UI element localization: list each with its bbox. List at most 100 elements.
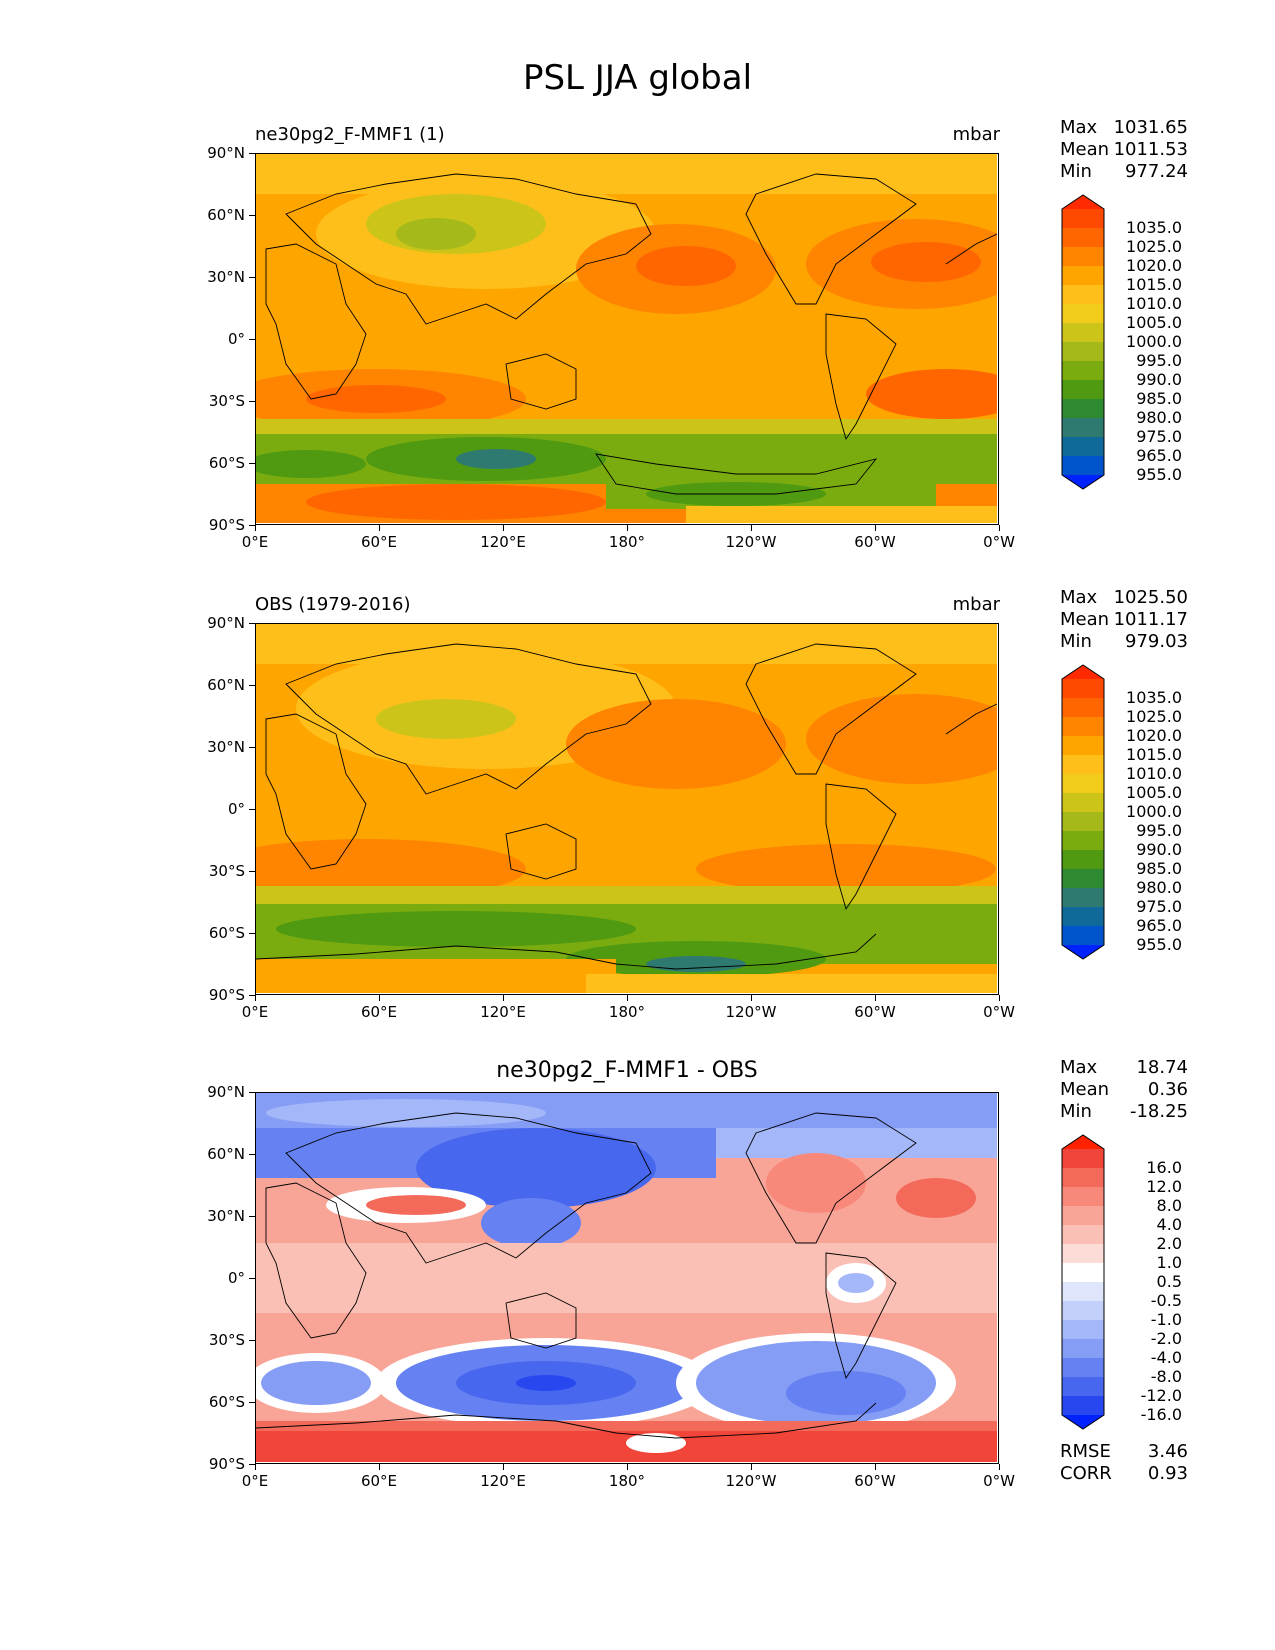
colorbar-tick-label: 1005.0 <box>1126 313 1182 332</box>
y-tick-mark <box>249 1092 255 1093</box>
colorbar-segment <box>1062 1358 1104 1378</box>
x-tick-mark <box>627 525 628 531</box>
colorbar-segment <box>1062 1339 1104 1359</box>
y-tick-mark <box>249 1402 255 1403</box>
colorbar-segment <box>1062 1187 1104 1207</box>
colorbar-tick-label: 1010.0 <box>1126 294 1182 313</box>
colorbar-tick-label: 965.0 <box>1136 916 1182 935</box>
colorbar-segment <box>1062 342 1104 362</box>
y-tick-mark <box>249 277 255 278</box>
x-tick-mark <box>875 525 876 531</box>
colorbar-segment <box>1062 831 1104 851</box>
colorbar <box>1061 664 1105 960</box>
colorbar-tick-label: 965.0 <box>1136 446 1182 465</box>
panel2-stats: Max 1025.50 Mean 1011.17 Min 979.03 <box>1060 587 1188 653</box>
x-tick-mark <box>999 1464 1000 1470</box>
y-tick-label: 30°N <box>207 1207 245 1225</box>
colorbar-segment <box>1062 774 1104 794</box>
x-tick-mark <box>255 1464 256 1470</box>
panel3-title: ne30pg2_F-MMF1 - OBS <box>496 1058 758 1083</box>
colorbar-segment <box>1062 1168 1104 1188</box>
x-tick-mark <box>255 995 256 1001</box>
x-tick-label: 0°W <box>983 533 1015 551</box>
y-tick-label: 60°N <box>207 1145 245 1163</box>
colorbar-tick-label: 1025.0 <box>1126 237 1182 256</box>
x-tick-mark <box>379 525 380 531</box>
stat-max: Max 1031.65 <box>1060 117 1188 138</box>
y-tick-label: 90°S <box>208 1455 245 1473</box>
panel2-map <box>255 623 999 995</box>
panel1-map <box>255 153 999 525</box>
y-tick-label: 90°S <box>208 516 245 534</box>
y-tick-label: 90°N <box>207 614 245 632</box>
y-tick-mark <box>249 525 255 526</box>
colorbar-extend-max <box>1062 195 1104 209</box>
panel3-stats: Max 18.74 Mean 0.36 Min -18.25 <box>1060 1057 1188 1123</box>
colorbar-segment <box>1062 1206 1104 1226</box>
y-tick-label: 60°S <box>208 924 245 942</box>
y-tick-mark <box>249 685 255 686</box>
x-tick-label: 120°E <box>480 1003 526 1021</box>
colorbar-tick-label: 1010.0 <box>1126 764 1182 783</box>
x-tick-label: 0°W <box>983 1003 1015 1021</box>
x-tick-label: 60°W <box>854 533 896 551</box>
colorbar-tick-label: 990.0 <box>1136 840 1182 859</box>
colorbar-tick-label: 1020.0 <box>1126 726 1182 745</box>
colorbar-tick-label: 8.0 <box>1156 1196 1182 1215</box>
colorbar-segment <box>1062 698 1104 718</box>
colorbar-segment <box>1062 850 1104 870</box>
x-tick-label: 60°E <box>360 533 398 551</box>
y-tick-mark <box>249 747 255 748</box>
y-tick-label: 30°S <box>208 392 245 410</box>
stat-min: Min 979.03 <box>1060 631 1188 652</box>
x-tick-label: 0°E <box>241 533 269 551</box>
colorbar-tick-label: 1020.0 <box>1126 256 1182 275</box>
y-tick-label: 60°N <box>207 676 245 694</box>
x-tick-label: 60°W <box>854 1003 896 1021</box>
colorbar-tick-label: -4.0 <box>1150 1348 1182 1367</box>
colorbar-tick-label: 1005.0 <box>1126 783 1182 802</box>
panel1-title: ne30pg2_F-MMF1 (1) <box>255 124 445 145</box>
x-tick-mark <box>503 1464 504 1470</box>
colorbar-segment <box>1062 247 1104 267</box>
panel2-units: mbar <box>952 594 1000 615</box>
y-tick-mark <box>249 809 255 810</box>
colorbar-tick-label: 1000.0 <box>1126 802 1182 821</box>
colorbar-tick-label: 1000.0 <box>1126 332 1182 351</box>
colorbar-segment <box>1062 812 1104 832</box>
colorbar-tick-label: 2.0 <box>1156 1234 1182 1253</box>
colorbar-tick-label: 1015.0 <box>1126 745 1182 764</box>
colorbar-segment <box>1062 907 1104 927</box>
y-tick-mark <box>249 933 255 934</box>
colorbar-tick-label: 955.0 <box>1136 465 1182 484</box>
y-tick-mark <box>249 1154 255 1155</box>
colorbar-segment <box>1062 1396 1104 1416</box>
colorbar <box>1061 1134 1105 1430</box>
colorbar-tick-label: 975.0 <box>1136 897 1182 916</box>
colorbar-segment <box>1062 793 1104 813</box>
y-tick-label: 60°N <box>207 206 245 224</box>
y-tick-mark <box>249 1278 255 1279</box>
colorbar-tick-label: 995.0 <box>1136 351 1182 370</box>
colorbar-tick-label: -2.0 <box>1150 1329 1182 1348</box>
x-tick-label: 180° <box>608 533 646 551</box>
colorbar-segment <box>1062 1149 1104 1169</box>
y-tick-mark <box>249 215 255 216</box>
colorbar-segment <box>1062 869 1104 889</box>
y-tick-mark <box>249 1340 255 1341</box>
panel3-field <box>256 1093 997 1462</box>
colorbar-tick-label: 1025.0 <box>1126 707 1182 726</box>
colorbar-segment <box>1062 926 1104 946</box>
panel3-error-stats: RMSE 3.46 CORR 0.93 <box>1060 1441 1188 1485</box>
x-tick-mark <box>875 995 876 1001</box>
colorbar-segment <box>1062 361 1104 381</box>
colorbar-tick-label: -12.0 <box>1140 1386 1182 1405</box>
colorbar-segment <box>1062 437 1104 457</box>
colorbar-segment <box>1062 1301 1104 1321</box>
y-tick-label: 0° <box>227 1269 245 1287</box>
colorbar-segment <box>1062 679 1104 699</box>
y-tick-mark <box>249 1464 255 1465</box>
colorbar-tick-label: 0.5 <box>1156 1272 1182 1291</box>
y-tick-mark <box>249 463 255 464</box>
x-tick-mark <box>503 525 504 531</box>
